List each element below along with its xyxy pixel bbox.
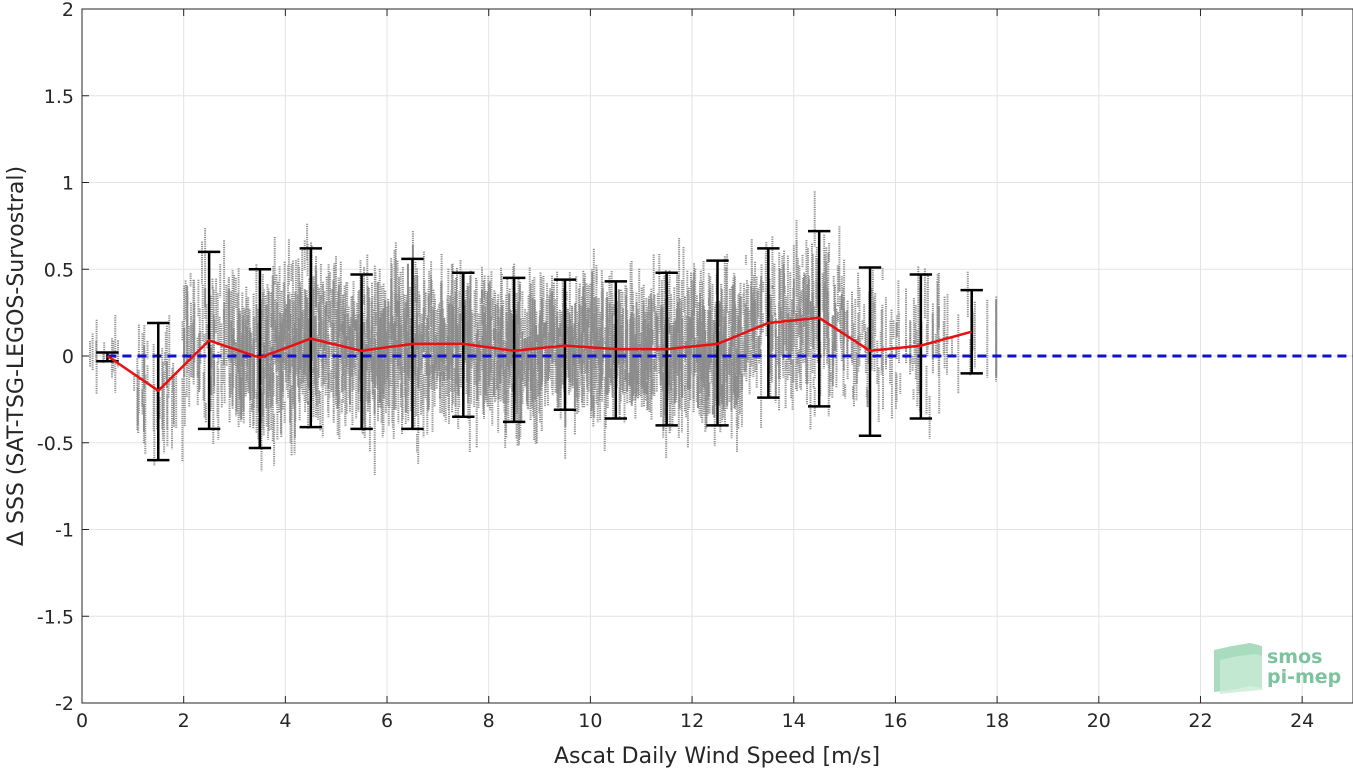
- y-axis-ticks: -2 -1.5 -1 -0.5 0 0.5 1 1.5 2: [37, 0, 89, 715]
- y-tick-label: -0.5: [37, 433, 74, 455]
- x-tick-label: 20: [1087, 710, 1111, 732]
- scatter-marks: [89, 191, 998, 475]
- y-tick-label: 0.5: [44, 259, 74, 281]
- mean-line: [106, 316, 973, 393]
- x-tick-label: 22: [1188, 710, 1212, 732]
- x-tick-label: 0: [76, 710, 88, 732]
- logo-line1: smos: [1267, 646, 1322, 668]
- logo-line2: pi-mep: [1267, 666, 1341, 688]
- y-tick-label: 1.5: [44, 86, 74, 108]
- y-tick-label: -2: [55, 693, 74, 715]
- y-tick-label: 2: [62, 0, 74, 21]
- x-tick-label: 12: [680, 710, 704, 732]
- x-tick-label: 18: [985, 710, 1009, 732]
- logo-wave-icon-2: [1220, 654, 1262, 694]
- y-tick-label: -1: [55, 520, 74, 542]
- y-tick-label: 1: [62, 173, 74, 195]
- x-tick-label: 10: [578, 710, 602, 732]
- x-tick-label: 14: [782, 710, 806, 732]
- y-axis-title: Δ SSS (SAT-TSG-LEGOS-Survostral): [4, 166, 29, 546]
- x-axis-title: Ascat Daily Wind Speed [m/s]: [554, 744, 880, 769]
- x-tick-label: 4: [279, 710, 291, 732]
- x-tick-label: 6: [381, 710, 393, 732]
- x-axis-ticks: 0 2 4 6 8 10 12 14 16 18 20 22 24: [76, 9, 1314, 732]
- y-tick-label: 0: [62, 346, 74, 368]
- y-tick-label: -1.5: [37, 606, 74, 628]
- x-tick-label: 8: [483, 710, 495, 732]
- smos-pimep-logo: smos pi-mep: [1214, 643, 1341, 694]
- scatter-points: [89, 191, 998, 475]
- x-tick-label: 24: [1290, 710, 1314, 732]
- x-tick-label: 2: [178, 710, 190, 732]
- x-tick-label: 16: [883, 710, 907, 732]
